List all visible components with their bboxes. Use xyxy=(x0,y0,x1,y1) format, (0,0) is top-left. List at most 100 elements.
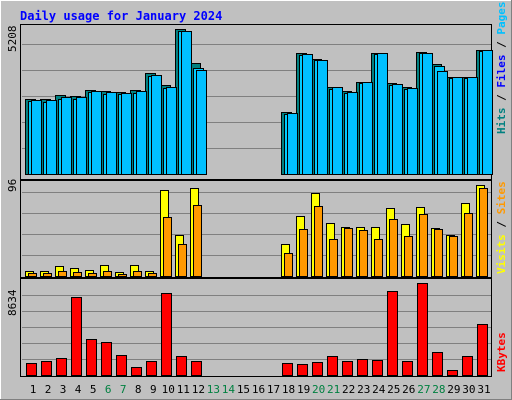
bar-pages-day-5 xyxy=(91,91,102,175)
day-label-22: 22 xyxy=(342,383,355,396)
day-label-5: 5 xyxy=(90,383,97,396)
bar-sites-day-26 xyxy=(404,236,413,277)
day-label-4: 4 xyxy=(75,383,82,396)
day-label-14: 14 xyxy=(222,383,236,396)
kbytes-max-label: 8634 xyxy=(6,289,19,316)
day-label-1: 1 xyxy=(30,383,37,396)
day-label-8: 8 xyxy=(135,383,142,396)
bar-pages-day-24 xyxy=(377,53,388,175)
hits-panel: 5208 Hits / Files / Pages xyxy=(6,2,508,180)
bar-pages-day-4 xyxy=(76,97,87,175)
bar-kbytes-day-3 xyxy=(56,358,67,376)
bar-kbytes-day-23 xyxy=(357,359,368,376)
kbytes-panel: 8634 KBytes xyxy=(6,278,508,377)
bar-pages-day-8 xyxy=(136,91,147,175)
bar-kbytes-day-27 xyxy=(417,283,428,376)
bar-sites-day-25 xyxy=(389,219,398,277)
bar-pages-day-27 xyxy=(422,53,433,175)
chart-title: Daily usage for January 2024 xyxy=(20,9,222,23)
hits-legend-label: Hits / Files / Pages xyxy=(495,2,508,135)
bar-sites-day-10 xyxy=(163,217,172,277)
bar-kbytes-day-21 xyxy=(327,356,338,376)
bar-pages-day-19 xyxy=(302,54,313,175)
bar-pages-day-1 xyxy=(31,100,42,175)
bar-kbytes-day-29 xyxy=(447,370,458,376)
bar-kbytes-day-22 xyxy=(342,361,353,376)
bar-sites-day-11 xyxy=(178,244,187,277)
bar-pages-day-30 xyxy=(467,77,478,175)
visits-bars xyxy=(25,185,488,277)
day-label-30: 30 xyxy=(462,383,475,396)
bar-kbytes-day-28 xyxy=(432,352,443,376)
bar-pages-day-23 xyxy=(362,82,373,175)
bar-pages-day-3 xyxy=(61,97,72,175)
bar-sites-day-22 xyxy=(344,228,353,277)
day-label-3: 3 xyxy=(60,383,67,396)
bar-kbytes-day-18 xyxy=(282,363,293,376)
bar-pages-day-2 xyxy=(46,100,57,175)
bar-sites-day-20 xyxy=(314,206,323,277)
legend-part-0: Visits xyxy=(495,234,508,274)
day-label-12: 12 xyxy=(192,383,205,396)
bar-pages-day-29 xyxy=(452,77,463,175)
bar-pages-day-25 xyxy=(392,84,403,175)
bar-pages-day-20 xyxy=(317,60,328,175)
bar-sites-day-27 xyxy=(419,214,428,277)
bar-sites-day-24 xyxy=(374,239,383,277)
bar-kbytes-day-8 xyxy=(131,367,142,376)
day-label-15: 15 xyxy=(237,383,250,396)
bar-pages-day-9 xyxy=(151,75,162,175)
bar-kbytes-day-6 xyxy=(101,342,112,376)
bar-sites-day-7 xyxy=(118,274,127,277)
visits-max-label: 96 xyxy=(6,179,19,192)
bar-pages-day-6 xyxy=(106,92,117,175)
bar-pages-day-31 xyxy=(482,50,493,175)
bar-sites-day-29 xyxy=(449,236,458,277)
bar-pages-day-10 xyxy=(166,87,177,175)
day-label-28: 28 xyxy=(432,383,445,396)
bar-kbytes-day-4 xyxy=(71,297,82,376)
hits-max-label: 5208 xyxy=(6,26,19,53)
bar-kbytes-day-1 xyxy=(26,363,37,376)
day-label-10: 10 xyxy=(162,383,175,396)
bar-kbytes-day-30 xyxy=(462,356,473,376)
visits-panel: 96 Visits / Sites xyxy=(6,179,508,278)
day-label-25: 25 xyxy=(387,383,400,396)
legend-part-2: Sites xyxy=(495,181,508,214)
bar-pages-day-18 xyxy=(287,113,298,175)
day-label-21: 21 xyxy=(327,383,340,396)
day-label-26: 26 xyxy=(402,383,415,396)
kbytes-bars xyxy=(26,283,488,376)
bar-sites-day-31 xyxy=(479,188,488,277)
bar-sites-day-5 xyxy=(88,273,97,277)
kbytes-legend-label: KBytes xyxy=(495,332,508,372)
day-label-17: 17 xyxy=(267,383,280,396)
day-label-16: 16 xyxy=(252,383,265,396)
bar-kbytes-day-26 xyxy=(402,361,413,376)
legend-part-3: / xyxy=(495,35,508,55)
bar-pages-day-21 xyxy=(332,87,343,175)
bar-pages-day-7 xyxy=(121,93,132,175)
day-label-24: 24 xyxy=(372,383,386,396)
day-label-20: 20 xyxy=(312,383,325,396)
bar-kbytes-day-19 xyxy=(297,364,308,376)
bar-sites-day-4 xyxy=(73,272,82,277)
bar-kbytes-day-25 xyxy=(387,291,398,376)
day-label-19: 19 xyxy=(297,383,310,396)
bar-sites-day-19 xyxy=(299,229,308,277)
legend-part-0: Hits xyxy=(495,108,508,135)
bar-sites-day-6 xyxy=(103,271,112,277)
bar-kbytes-day-9 xyxy=(146,361,157,376)
bar-pages-day-26 xyxy=(407,88,418,175)
day-label-9: 9 xyxy=(150,383,157,396)
kbytes-gridlines xyxy=(22,295,491,360)
day-label-31: 31 xyxy=(477,383,490,396)
bar-kbytes-day-20 xyxy=(312,362,323,376)
bar-kbytes-day-12 xyxy=(191,361,202,376)
hits-bars xyxy=(25,29,493,175)
bar-kbytes-day-7 xyxy=(116,355,127,376)
bar-sites-day-21 xyxy=(329,239,338,277)
bar-kbytes-day-10 xyxy=(161,293,172,376)
